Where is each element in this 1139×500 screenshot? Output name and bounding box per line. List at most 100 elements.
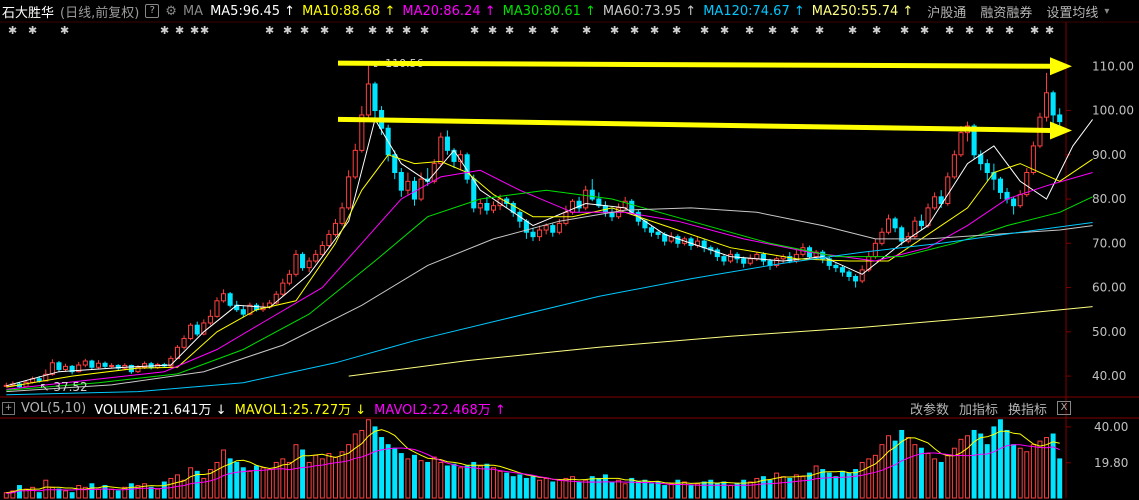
volume-bar bbox=[221, 449, 227, 499]
candle-body bbox=[56, 362, 62, 370]
ma-legend-item[interactable]: MA250:55.74 ↑ bbox=[811, 3, 914, 19]
event-marker-icon: ✱ bbox=[283, 24, 292, 37]
candle-body bbox=[879, 231, 885, 244]
dropdown-arrow-icon[interactable]: ▾ bbox=[1104, 5, 1110, 17]
event-marker-icon: ✱ bbox=[872, 24, 881, 37]
header-buttons: 沪股通 融资融券 设置均线 bbox=[913, 2, 1098, 21]
candle-body bbox=[359, 114, 365, 151]
candle-body bbox=[1017, 194, 1023, 207]
ma-legend-item[interactable]: MA120:74.67 ↑ bbox=[703, 3, 805, 19]
volume-bar bbox=[438, 461, 444, 499]
price-tick-label: 60.00 bbox=[1092, 281, 1126, 295]
volume-bar bbox=[905, 437, 911, 499]
candle-body bbox=[332, 222, 339, 235]
candle-body bbox=[313, 253, 319, 262]
volume-bar bbox=[899, 429, 905, 499]
event-marker-icon: ✱ bbox=[790, 24, 799, 37]
ma-line-ma120 bbox=[6, 222, 1093, 396]
volume-indicator-label[interactable]: VOL(5,10) bbox=[21, 400, 87, 416]
volume-bar bbox=[635, 481, 641, 499]
stock-name[interactable]: 石大胜华 bbox=[2, 5, 55, 21]
volume-bar bbox=[148, 486, 154, 499]
event-marker-icon: ✱ bbox=[368, 24, 377, 37]
volume-bar bbox=[853, 469, 859, 499]
volume-bar bbox=[807, 472, 812, 499]
volume-bar bbox=[326, 453, 332, 499]
candle-body bbox=[958, 132, 964, 156]
volume-bar bbox=[135, 485, 141, 499]
candle-body bbox=[1011, 198, 1017, 207]
volume-bar bbox=[1017, 447, 1023, 499]
header-button[interactable]: 设置均线 bbox=[1046, 5, 1099, 21]
volume-tick-label: 19.80 bbox=[1094, 456, 1128, 470]
ma-legend-item[interactable]: MA60:73.95 ↑ bbox=[602, 3, 697, 19]
candle-body bbox=[583, 189, 589, 209]
gear-icon[interactable]: ⚙ bbox=[165, 3, 177, 19]
volume-bar bbox=[1050, 433, 1056, 499]
volume-bar bbox=[247, 470, 253, 499]
volume-legend-item[interactable]: MAVOL2:22.468万 ↑ bbox=[374, 402, 506, 418]
volume-bar bbox=[688, 485, 694, 499]
candle-body bbox=[431, 163, 437, 182]
candle-body bbox=[194, 324, 200, 335]
header-button[interactable]: 沪股通 bbox=[927, 5, 967, 21]
header-button[interactable]: 融资融券 bbox=[980, 5, 1033, 21]
close-icon[interactable]: X bbox=[1057, 401, 1071, 415]
volume-button[interactable]: 改参数 bbox=[909, 402, 949, 418]
volume-bar bbox=[866, 458, 872, 499]
ma-legend-item[interactable]: MA5:96.45 ↑ bbox=[210, 3, 296, 19]
volume-buttons: 改参数 加指标 换指标 bbox=[900, 399, 1047, 418]
candle-body bbox=[484, 202, 490, 211]
volume-bar bbox=[392, 447, 398, 499]
volume-bar bbox=[76, 485, 82, 499]
ma-legend-item[interactable]: MA10:88.68 ↑ bbox=[302, 3, 396, 19]
volume-bar bbox=[306, 461, 312, 499]
volume-legend-item[interactable]: VOLUME:21.641万 ↓ bbox=[94, 402, 227, 418]
volume-bar bbox=[254, 465, 259, 499]
candle-body bbox=[1050, 92, 1056, 116]
candle-body bbox=[833, 264, 839, 269]
volume-bar bbox=[181, 479, 187, 499]
ma-legend-item[interactable]: MA20:86.24 ↑ bbox=[402, 3, 496, 19]
expand-toggle-icon[interactable]: + bbox=[2, 401, 15, 415]
candle-body bbox=[227, 293, 233, 306]
volume-bar bbox=[668, 483, 674, 499]
candle-body bbox=[747, 258, 753, 264]
volume-button[interactable]: 换指标 bbox=[1007, 402, 1047, 418]
volume-bar bbox=[951, 447, 957, 499]
volume-bar bbox=[418, 460, 424, 499]
volume-bar bbox=[649, 483, 654, 499]
volume-bar bbox=[109, 488, 115, 499]
volume-bar bbox=[56, 488, 62, 499]
candle-body bbox=[899, 227, 905, 242]
volume-bar bbox=[892, 440, 898, 499]
volume-button[interactable]: 加指标 bbox=[958, 402, 998, 418]
candle-body bbox=[293, 253, 299, 275]
candle-body bbox=[754, 253, 760, 260]
volume-bar bbox=[938, 461, 944, 499]
candle-body bbox=[997, 178, 1003, 193]
event-marker-icon: ✱ bbox=[768, 24, 777, 37]
ma-legend-item[interactable]: MA30:80.61 ↑ bbox=[502, 3, 596, 19]
volume-bar bbox=[642, 479, 648, 499]
price-panel-header: 石大胜华 (日线,前复权) ? ⚙ MA MA5:96.45 ↑ MA10:88.… bbox=[0, 0, 1139, 22]
candle-body bbox=[109, 364, 115, 367]
volume-bar bbox=[839, 470, 845, 499]
event-marker-icon: ✱ bbox=[402, 24, 411, 37]
help-icon[interactable]: ? bbox=[145, 4, 160, 18]
candle-body bbox=[530, 231, 536, 238]
candle-body bbox=[326, 233, 332, 247]
event-marker-icon: ✱ bbox=[582, 24, 591, 37]
volume-bar bbox=[1057, 458, 1063, 499]
volume-bar bbox=[497, 470, 503, 499]
period-label[interactable]: (日线,前复权) bbox=[60, 5, 140, 21]
volume-bar bbox=[300, 449, 306, 499]
volume-bar bbox=[451, 463, 457, 499]
volume-bar bbox=[471, 461, 477, 499]
resistance-arrow-head-icon bbox=[1050, 121, 1072, 140]
volume-bar bbox=[227, 458, 233, 499]
volume-legend-item[interactable]: MAVOL1:25.727万 ↓ bbox=[234, 402, 367, 418]
event-marker-icon: ✱ bbox=[630, 24, 639, 37]
volume-bar bbox=[681, 481, 687, 499]
